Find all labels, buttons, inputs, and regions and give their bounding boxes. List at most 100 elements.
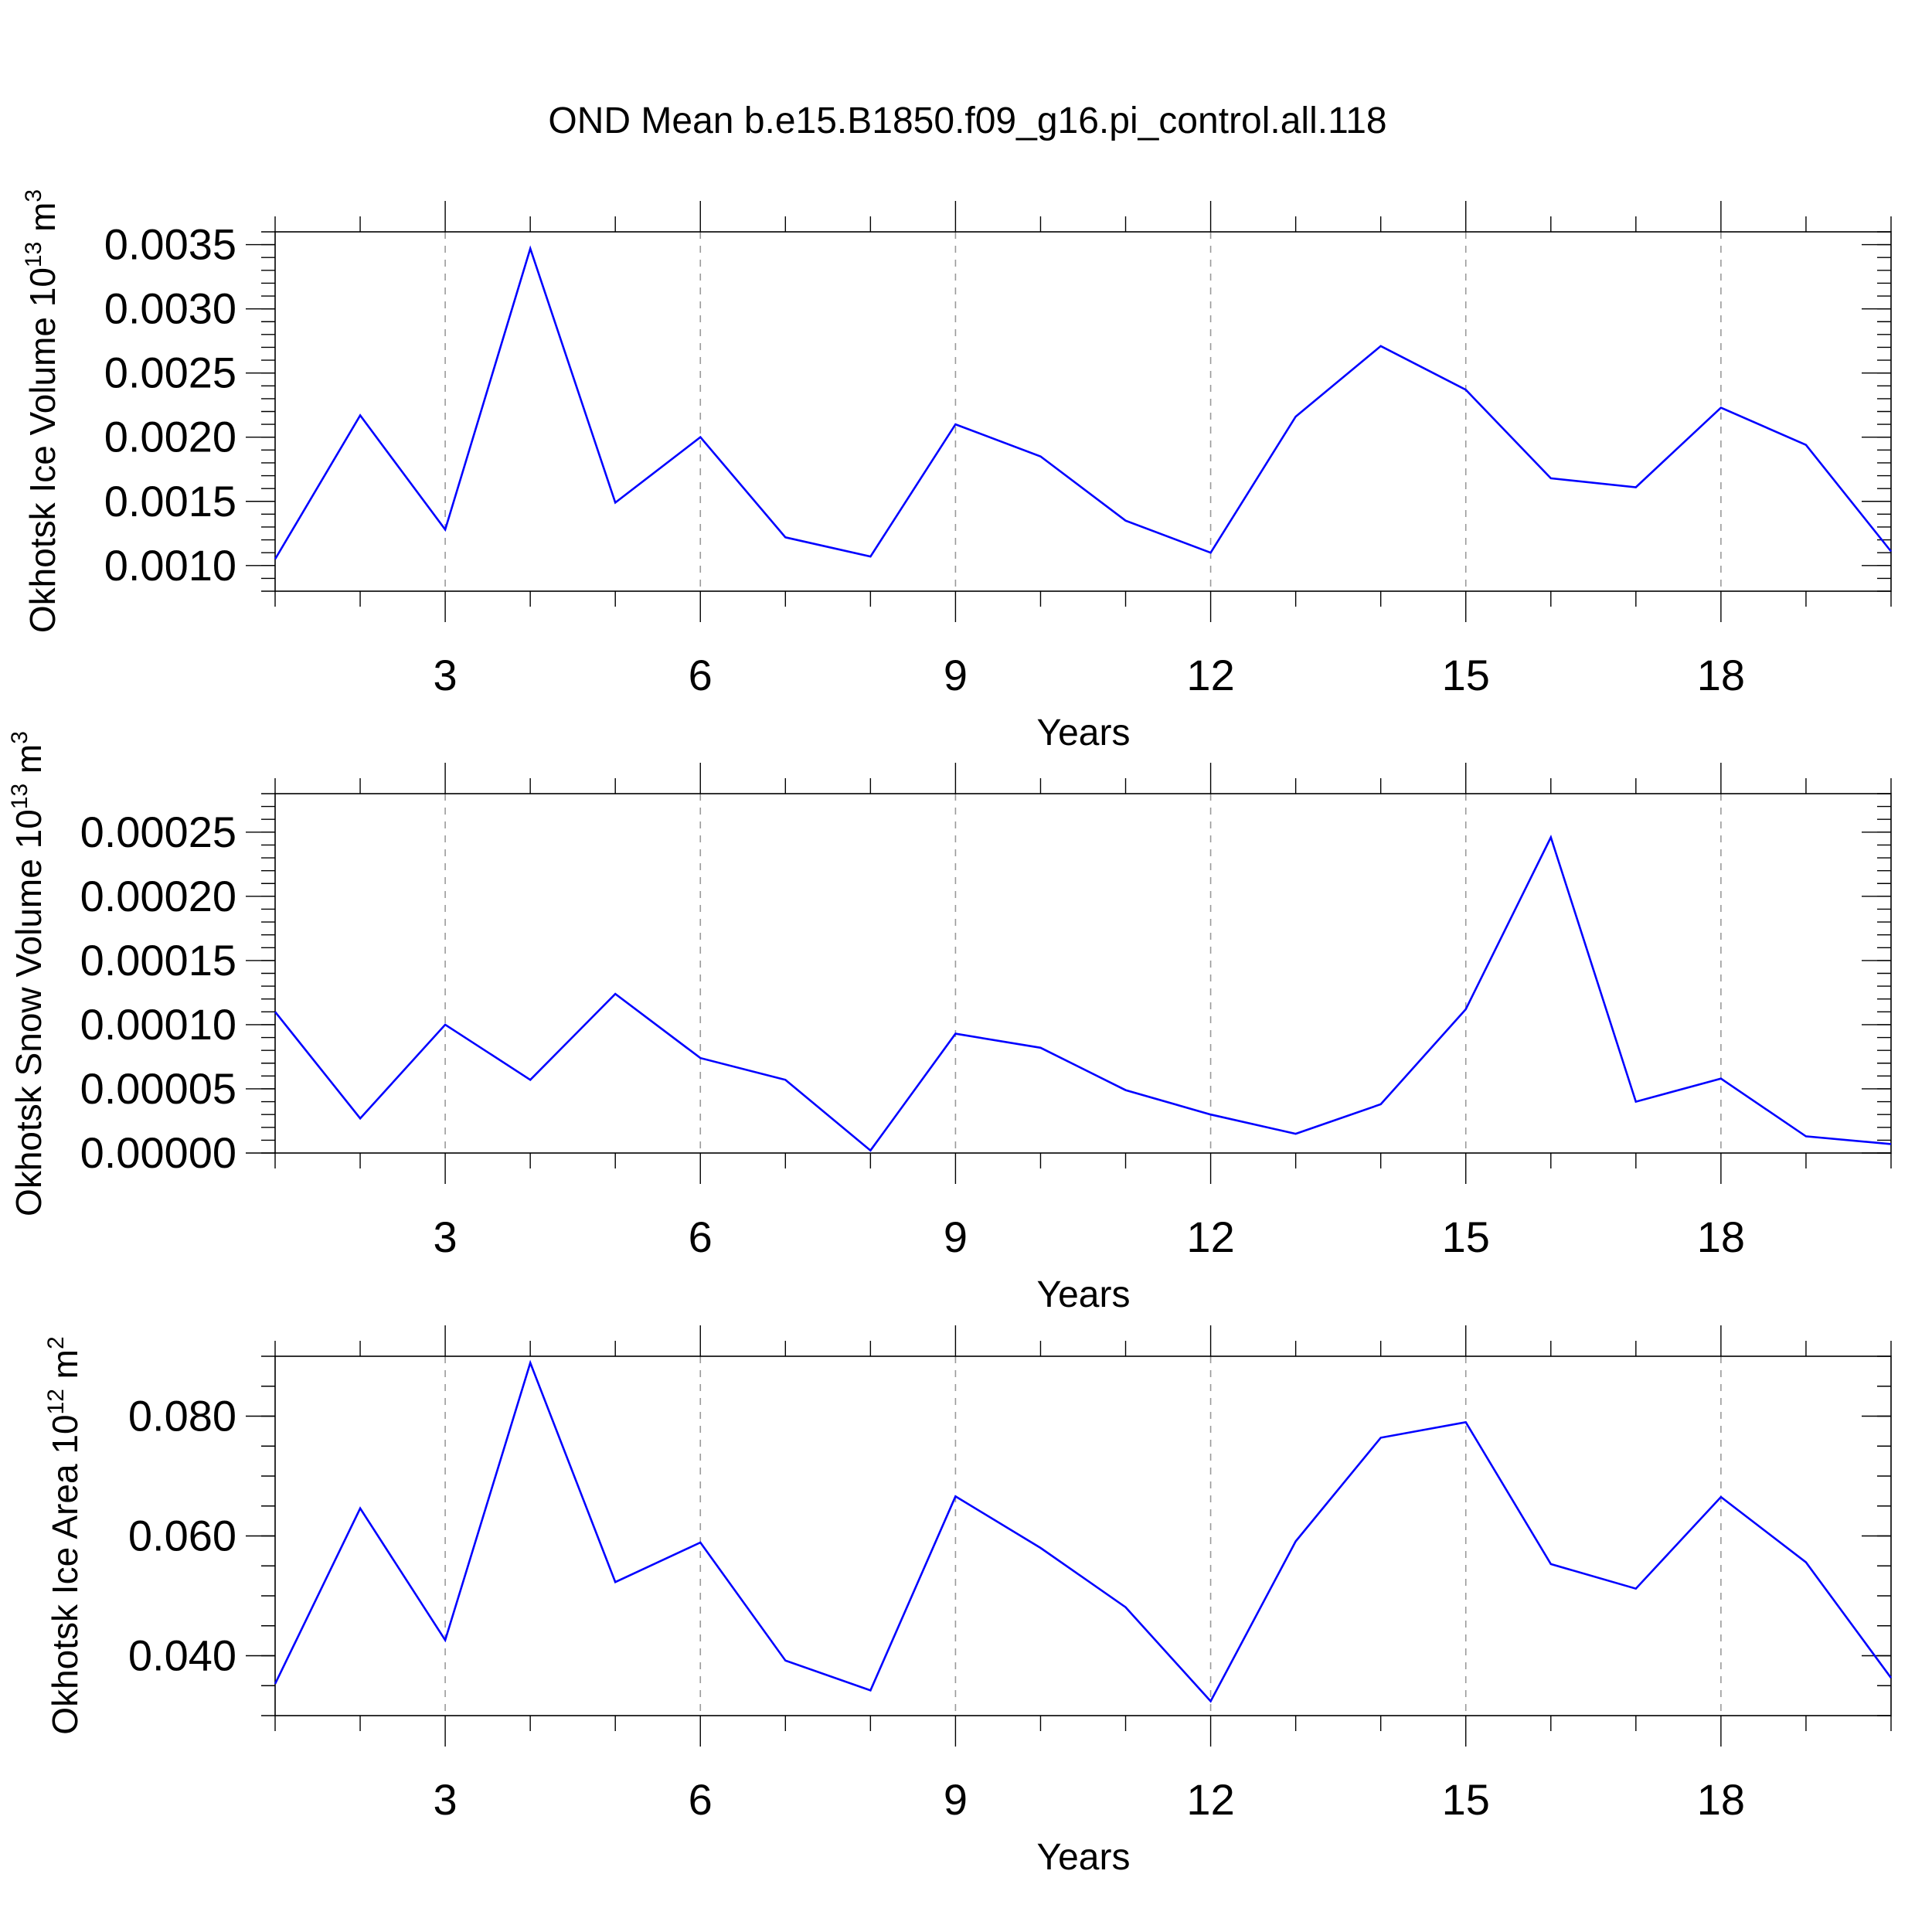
data-point (359, 1507, 362, 1510)
x-tick-label: 12 (1186, 651, 1234, 699)
y-tick-label: 0.00000 (80, 1128, 236, 1177)
data-point (1549, 835, 1553, 838)
y-axis-label: Okhotsk Ice Area 1012 m2 (43, 1336, 85, 1734)
data-point (1209, 1699, 1213, 1702)
data-point (1464, 1008, 1468, 1011)
x-tick-label: 9 (944, 1775, 968, 1824)
x-tick-label: 15 (1442, 1213, 1490, 1261)
data-point (1634, 485, 1638, 488)
panel-3: 0.040 0.060 0.080 3 6 9 12 15 18 Years Okhotsk Ice… (43, 1325, 1893, 1878)
data-point (784, 536, 787, 539)
data-point (1804, 1561, 1808, 1564)
data-point (1294, 415, 1298, 418)
data-point (1039, 1046, 1042, 1049)
data-point (1124, 1606, 1128, 1609)
y-axis-label: Okhotsk Ice Volume 1013 m3 (21, 189, 63, 633)
x-tick-label: 15 (1442, 1775, 1490, 1824)
y-tick-label: 0.0025 (104, 349, 236, 397)
data-point (954, 1032, 957, 1036)
data-point (1719, 406, 1723, 410)
data-point (1634, 1587, 1638, 1590)
data-point (1039, 1546, 1042, 1549)
x-tick-label: 18 (1697, 1775, 1745, 1824)
data-point (869, 1149, 872, 1152)
data-point (869, 1689, 872, 1692)
data-point (1379, 1436, 1383, 1439)
x-tick-label: 3 (434, 1213, 457, 1261)
data-point (784, 1078, 787, 1081)
data-point (1804, 1134, 1808, 1138)
data-point (1719, 1077, 1723, 1080)
data-point (274, 557, 277, 560)
panel-2: 0.00000 0.00005 0.00010 0.00015 0.00020 0.000… (7, 731, 1893, 1315)
data-point (869, 555, 872, 558)
data-point (1549, 1563, 1553, 1566)
data-point (699, 1056, 702, 1060)
data-point (529, 1078, 532, 1081)
data-point (614, 1580, 617, 1583)
plot-frame (274, 1355, 1892, 1716)
data-point (1464, 388, 1468, 391)
x-axis-label: Years (1037, 1274, 1131, 1315)
y-tick-label: 0.0030 (104, 284, 236, 333)
data-point (1209, 551, 1213, 554)
data-point (1379, 1103, 1383, 1106)
data-point (699, 436, 702, 439)
x-tick-label: 12 (1186, 1775, 1234, 1824)
y-tick-label: 0.00015 (80, 936, 236, 985)
y-tick-label: 0.0035 (104, 220, 236, 269)
data-point (1124, 519, 1128, 522)
data-point (1889, 550, 1893, 553)
x-tick-label: 9 (944, 1213, 968, 1261)
series-line (274, 835, 1892, 1152)
y-tick-label: 0.060 (128, 1512, 236, 1560)
data-point (274, 1682, 277, 1685)
data-point (1124, 1089, 1128, 1092)
data-point (1549, 477, 1553, 480)
y-tick-label: 0.040 (128, 1631, 236, 1680)
data-point (1294, 1132, 1298, 1135)
data-point (1889, 1676, 1893, 1679)
data-point (1464, 1420, 1468, 1423)
plot-frame (274, 231, 1892, 592)
y-tick-label: 0.00010 (80, 1000, 236, 1049)
series-line (274, 245, 1893, 560)
y-axis-label: Okhotsk Snow Volume 1013 m3 (7, 731, 49, 1216)
y-tick-label: 0.00020 (80, 872, 236, 920)
chart-title: OND Mean b.e15.B1850.f09_g16.pi_control.… (548, 100, 1386, 141)
y-tick-label: 0.00025 (80, 808, 236, 856)
data-point (444, 528, 447, 531)
data-point (614, 992, 617, 995)
data-point (529, 247, 532, 250)
x-tick-label: 3 (434, 651, 457, 699)
x-tick-label: 6 (689, 1213, 713, 1261)
panel-1: 0.0010 0.0015 0.0020 0.0025 0.0030 0.0035 3 6 9 1… (21, 189, 1893, 753)
y-tick-label: 0.0015 (104, 477, 236, 526)
y-tick-label: 0.0010 (104, 541, 236, 590)
data-point (1889, 1142, 1893, 1145)
x-tick-label: 12 (1186, 1213, 1234, 1261)
series-line (274, 1359, 1893, 1703)
data-point (444, 1023, 447, 1026)
x-tick-label: 18 (1697, 1213, 1745, 1261)
data-point (274, 1010, 277, 1013)
x-axis-label: Years (1037, 1837, 1131, 1878)
x-tick-label: 15 (1442, 651, 1490, 699)
x-tick-label: 3 (434, 1775, 457, 1824)
data-point (1379, 345, 1383, 348)
data-point (444, 1638, 447, 1641)
data-point (529, 1362, 532, 1365)
x-tick-label: 6 (689, 1775, 713, 1824)
data-point (1804, 444, 1808, 447)
data-point (1209, 1113, 1213, 1116)
chart-panels: 0.0010 0.0015 0.0020 0.0025 0.0030 0.0035 3 6 9 1… (7, 189, 1893, 1878)
data-point (1294, 1539, 1298, 1543)
y-tick-label: 0.080 (128, 1392, 236, 1440)
data-point (614, 501, 617, 504)
data-point (359, 413, 362, 417)
x-tick-label: 6 (689, 651, 713, 699)
data-point (954, 1495, 957, 1498)
data-point (784, 1659, 787, 1662)
data-point (954, 423, 957, 426)
